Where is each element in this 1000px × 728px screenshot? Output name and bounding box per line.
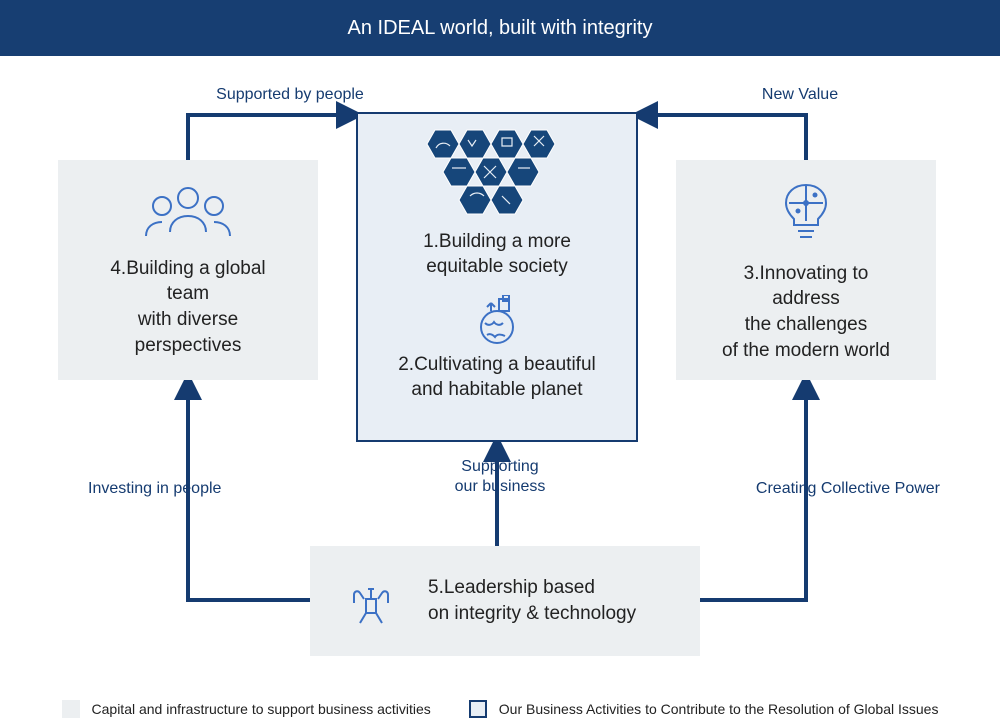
- box-3-title: 3.Innovating to address the challenges o…: [722, 261, 890, 364]
- lightbulb-puzzle-icon: [771, 177, 841, 247]
- people-icon: [138, 182, 238, 242]
- legend: Capital and infrastructure to support bu…: [0, 700, 1000, 718]
- label-supported-by-people: Supported by people: [190, 86, 390, 104]
- box-4-title: 4.Building a global team with diverse pe…: [110, 256, 265, 359]
- hexagon-grid-icon: [412, 126, 582, 222]
- box-4-global-team: 4.Building a global team with diverse pe…: [58, 160, 318, 380]
- legend-swatch-gray: [62, 700, 80, 718]
- planet-icon: [469, 295, 525, 347]
- box-5-title: 5.Leadership based on integrity & techno…: [428, 575, 636, 626]
- header-bar: An IDEAL world, built with integrity: [0, 0, 1000, 56]
- header-title: An IDEAL world, built with integrity: [348, 17, 653, 40]
- label-investing-in-people: Investing in people: [88, 480, 288, 498]
- box-5-leadership: 5.Leadership based on integrity & techno…: [310, 546, 700, 656]
- arrow-right-to-center: [638, 115, 806, 160]
- label-new-value: New Value: [720, 86, 880, 104]
- label-creating-collective-power: Creating Collective Power: [700, 480, 940, 498]
- arrow-left-to-center: [188, 115, 356, 160]
- box-3-innovating: 3.Innovating to address the challenges o…: [676, 160, 936, 380]
- hands-icon: [336, 571, 406, 631]
- label-supporting-l2: our business: [440, 478, 560, 496]
- box-1-2-center: 1.Building a more equitable society 2.Cu…: [356, 112, 638, 442]
- legend-label-1: Capital and infrastructure to support bu…: [92, 701, 431, 717]
- center-title-1: 1.Building a more equitable society: [423, 230, 571, 279]
- legend-label-2: Our Business Activities to Contribute to…: [499, 701, 939, 717]
- legend-swatch-blue: [469, 700, 487, 718]
- label-supporting-l1: Supporting: [440, 458, 560, 476]
- center-title-2: 2.Cultivating a beautiful and habitable …: [398, 353, 596, 402]
- diagram-canvas: An IDEAL world, built with integrity 4.B…: [0, 0, 1000, 728]
